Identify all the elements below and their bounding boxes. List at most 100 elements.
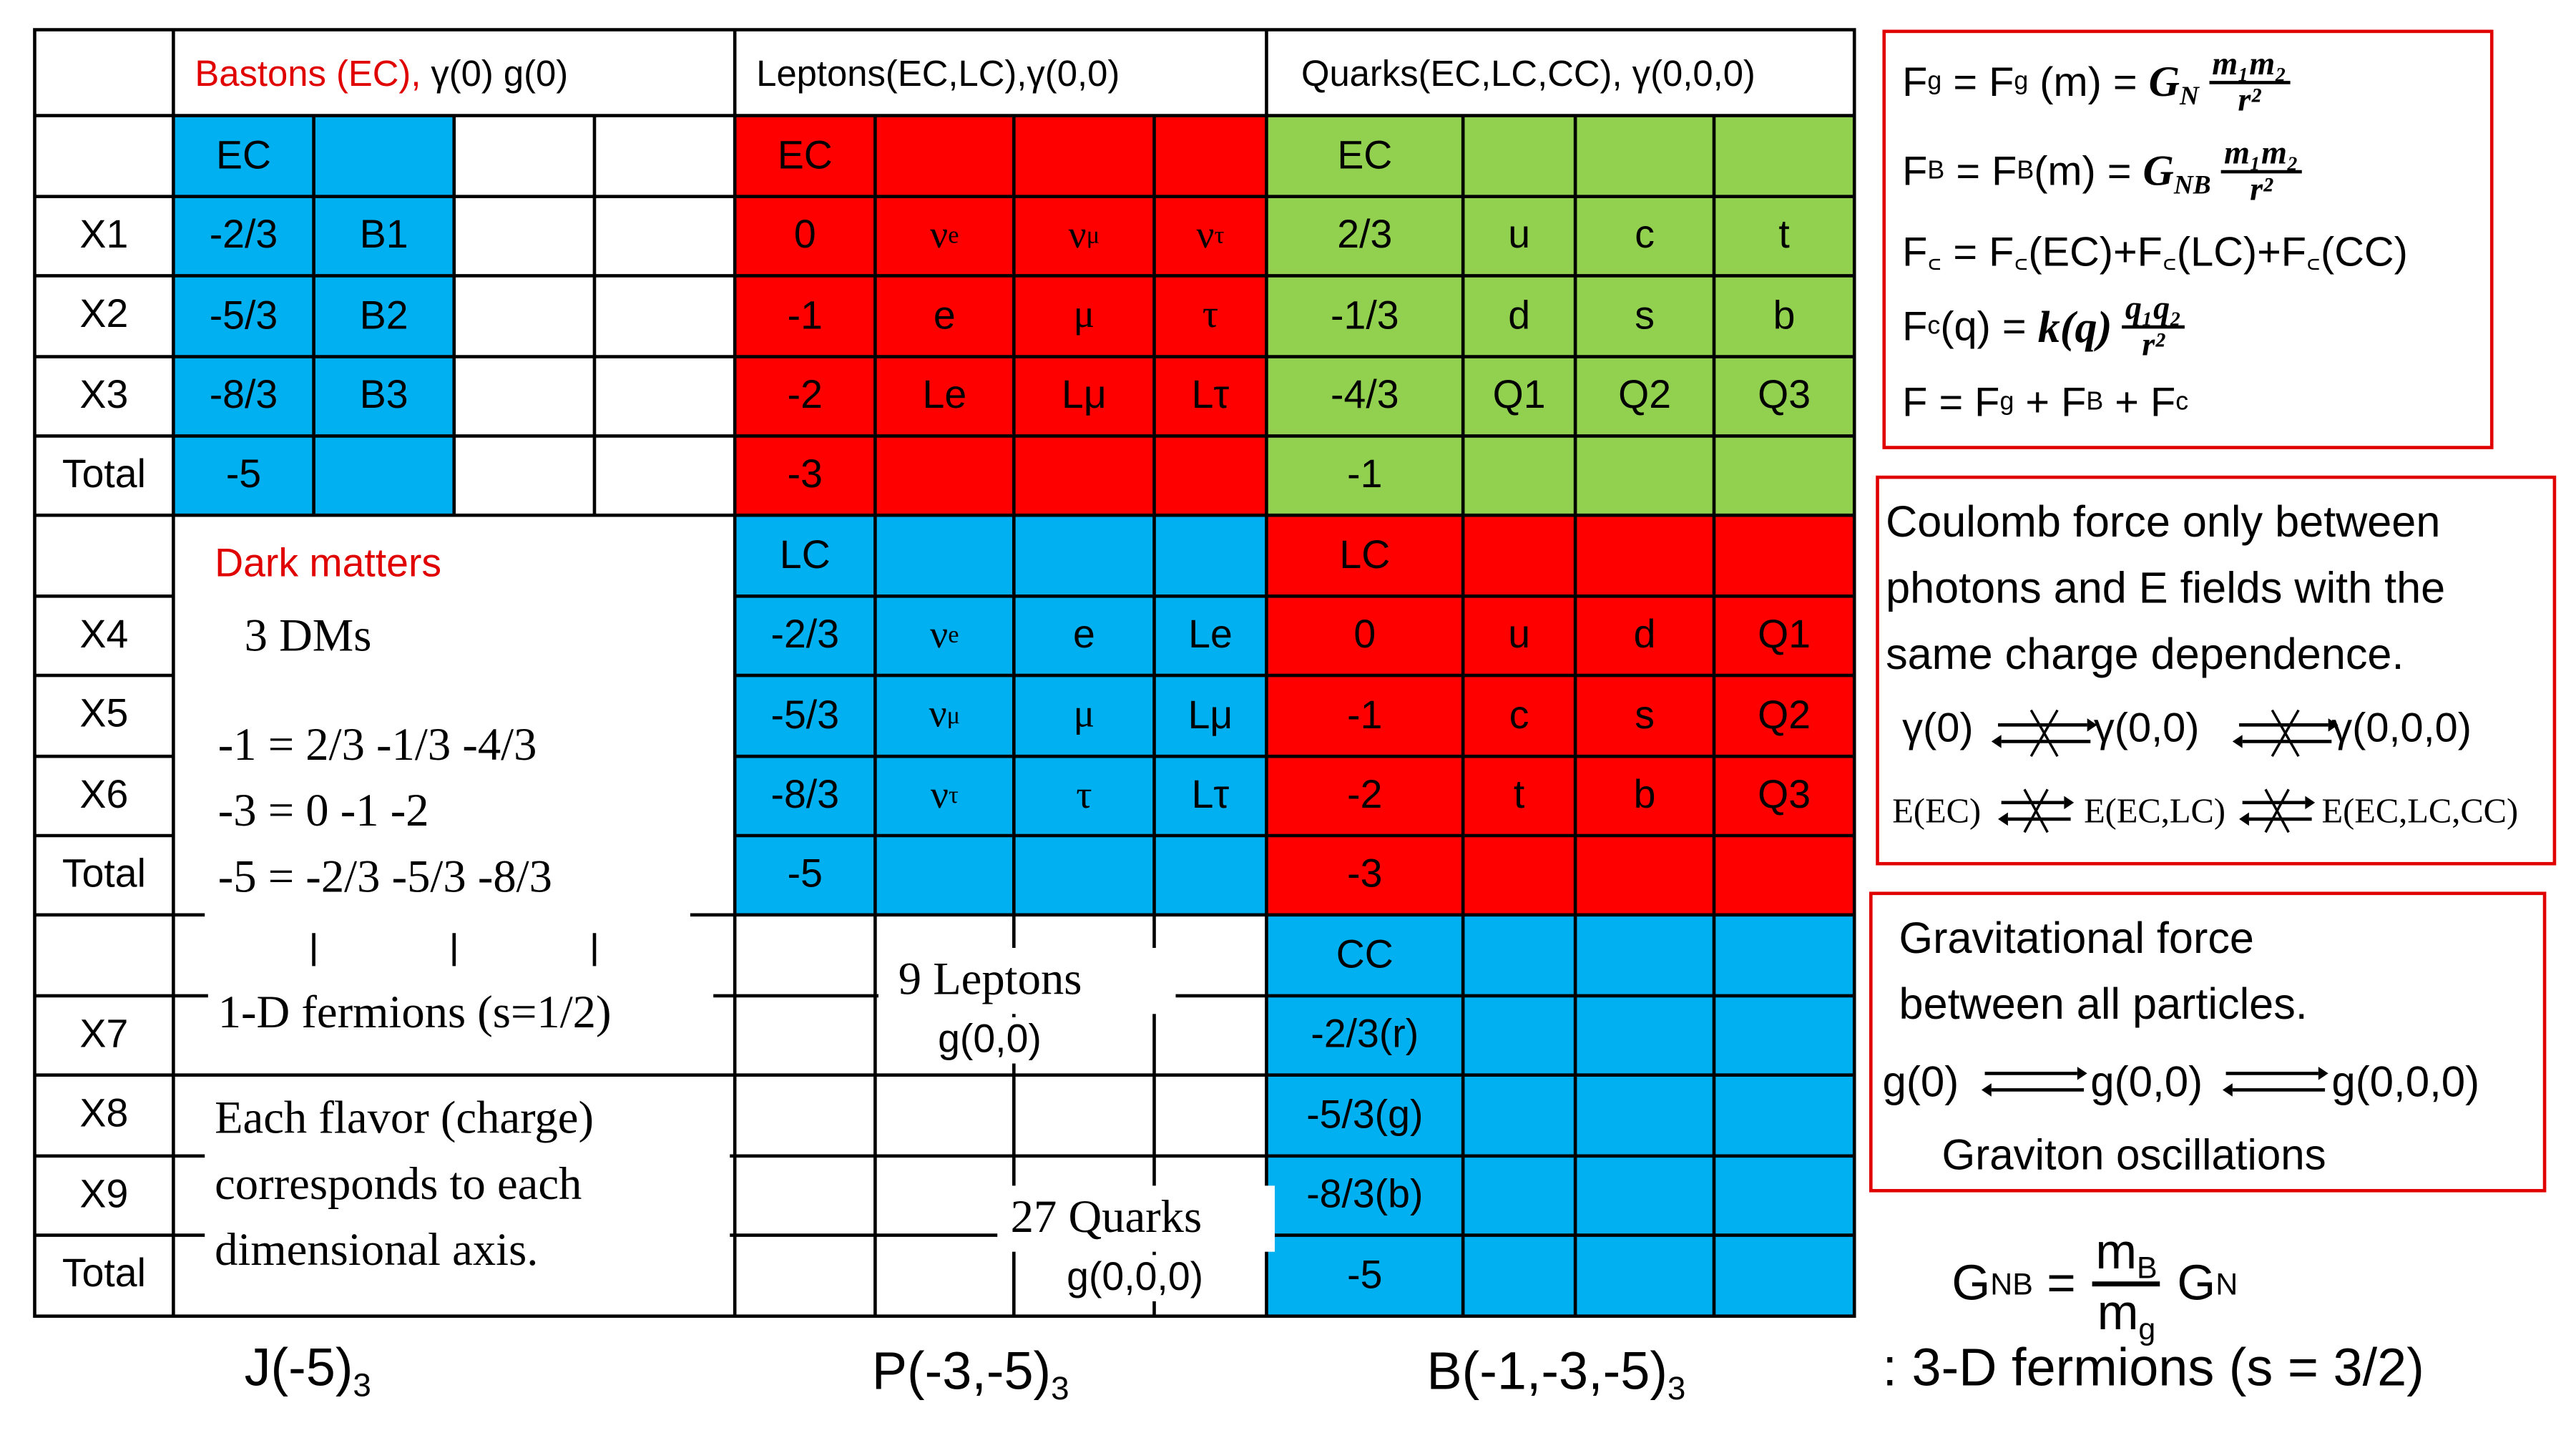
lepton-cell: Lμ (1062, 373, 1107, 418)
bastons-header-label: Bastons (EC), (195, 52, 421, 94)
quark-ec-charge: -1/3 (1331, 293, 1399, 338)
quark-cell: b (1773, 293, 1796, 338)
quark-cell: u (1508, 612, 1531, 657)
quark-cell: Q2 (1618, 373, 1671, 418)
quarks27-graviton: g(0,0,0) (1063, 1255, 1207, 1301)
quarks-lc-label: LC (1339, 532, 1391, 577)
baston-name: B3 (359, 373, 408, 418)
leptons-lc-label: LC (779, 532, 831, 577)
efield-ec-lc-cc: E(EC,LC,CC) (2321, 791, 2519, 831)
quark-lc-charge: -1 (1347, 693, 1383, 738)
flavor-note-line: dimensional axis. (215, 1225, 539, 1277)
baston-charge: -2/3 (209, 212, 278, 258)
row-label: X8 (79, 1091, 129, 1137)
charge-equation: -5 = -2/3 -5/3 -8/3 (217, 852, 552, 904)
baston-charge: -8/3 (209, 373, 278, 418)
blocked-exchange-arrow-icon (2232, 709, 2339, 758)
quark-ec-charge: -4/3 (1331, 373, 1399, 418)
photon-gamma-000: γ(0,0,0) (2331, 705, 2472, 752)
nine-leptons-graviton: g(0,0) (934, 1017, 1045, 1064)
lepton-lc-cell: e (1072, 612, 1095, 657)
bastons-total: -5 (225, 452, 262, 497)
bastons-header: Bastons (EC), γ(0) g(0) (195, 36, 568, 112)
quark-cell: Q3 (1758, 373, 1811, 418)
quark-cell: d (1508, 293, 1531, 338)
graviton-g0: g(0) (1882, 1057, 1959, 1107)
charge-equation: -1 = 2/3 -1/3 -4/3 (217, 720, 537, 771)
photon-gamma-0: γ(0) (1902, 705, 1974, 752)
baston-name: B1 (359, 212, 408, 258)
dark-matters-label: Dark matters (215, 542, 442, 587)
leptons-ec-label: EC (777, 132, 833, 178)
quark-cell: s (1635, 293, 1655, 338)
graviton-oscillations-label: Graviton oscillations (1941, 1129, 2326, 1180)
graviton-g000: g(0,0,0) (2331, 1057, 2480, 1107)
lepton-lc-cell: Le (1188, 612, 1233, 657)
quarks-cc-total: -5 (1347, 1252, 1383, 1298)
row-label: Total (62, 852, 146, 897)
efield-ec: E(EC) (1892, 791, 1982, 831)
coulomb-line: same charge dependence. (1886, 629, 2404, 679)
lepton-ec-charge: 0 (793, 212, 816, 258)
quark-cell: c (1635, 212, 1655, 258)
efield-ec-lc: E(EC,LC) (2084, 791, 2225, 831)
gravity-line: between all particles. (1899, 979, 2308, 1029)
charge-equation: -3 = 0 -1 -2 (217, 786, 429, 838)
gravity-fraction: m₁m₂ r² (2208, 48, 2290, 117)
quark-cell: s (1635, 693, 1655, 738)
lepton-lc-charge: -5/3 (770, 693, 840, 738)
quark-cell: Q3 (1758, 773, 1811, 818)
quark-cc-charge: -5/3(g) (1306, 1092, 1424, 1138)
fermions-3d-label: : 3-D fermions (s = 3/2) (1882, 1337, 2424, 1397)
quark-cc-charge: -8/3(b) (1306, 1172, 1424, 1218)
quark-cell: u (1508, 212, 1531, 258)
row-label: X2 (79, 292, 129, 337)
flavor-axis-note: Each flavor (charge) corresponds to each… (205, 1086, 730, 1292)
row-label: Total (62, 452, 146, 497)
row-label: Total (62, 1251, 146, 1297)
blocked-exchange-arrow-icon (1998, 788, 2075, 833)
quark-lc-charge: -2 (1347, 773, 1383, 818)
gravity-box (1869, 891, 2547, 1193)
blocked-exchange-arrow-icon (1991, 709, 2097, 758)
bastons-ec-label: EC (215, 132, 271, 178)
leptons-ec-total: -3 (787, 452, 823, 497)
quark-ec-charge: 2/3 (1337, 212, 1393, 258)
lepton-lc-cell: Lτ (1191, 773, 1230, 818)
charge-sum-equations: -1 = 2/3 -1/3 -4/3 -3 = 0 -1 -2 -5 = -2/… (205, 713, 690, 919)
quark-cell: Q1 (1492, 373, 1546, 418)
lepton-cell: Lτ (1191, 373, 1230, 418)
row-label: X5 (79, 692, 129, 737)
row-label: X7 (79, 1012, 129, 1057)
coulomb-sum-formula: F꜀ = F꜀(EC)+F꜀(LC)+F꜀(CC) (1902, 229, 2408, 276)
row-label: X1 (79, 212, 129, 258)
quarks27-note: 27 Quarks (997, 1185, 1275, 1252)
quark-cell: Q2 (1758, 693, 1811, 738)
coulomb-line: photons and E fields with the (1886, 563, 2446, 613)
p-group-label: P(-3,-5)3 (871, 1341, 1069, 1408)
nine-leptons-note: 9 Leptons (878, 947, 1176, 1014)
quark-cell: d (1633, 612, 1656, 657)
lepton-cell: e (933, 293, 956, 338)
bastons-header-symbols: γ(0) g(0) (431, 52, 569, 94)
quark-cell: Q1 (1758, 612, 1811, 657)
baston-name: B2 (359, 293, 408, 338)
quark-cell: b (1633, 773, 1656, 818)
coulomb-line: Coulomb force only between (1886, 496, 2441, 547)
quarks-header: Quarks(EC,LC,CC), γ(0,0,0) (1301, 52, 1755, 94)
coulomb-fraction: q₁q₂ r² (2122, 293, 2185, 362)
blocked-exchange-arrow-icon (2239, 788, 2316, 833)
lepton-lc-charge: -8/3 (770, 773, 840, 818)
quarks-ec-total: -1 (1347, 452, 1383, 497)
lepton-cell: τ (1202, 293, 1219, 337)
exchange-arrow-icon (1981, 1067, 2087, 1097)
coulomb-text: Coulomb force only between photons and E… (1886, 489, 2445, 687)
